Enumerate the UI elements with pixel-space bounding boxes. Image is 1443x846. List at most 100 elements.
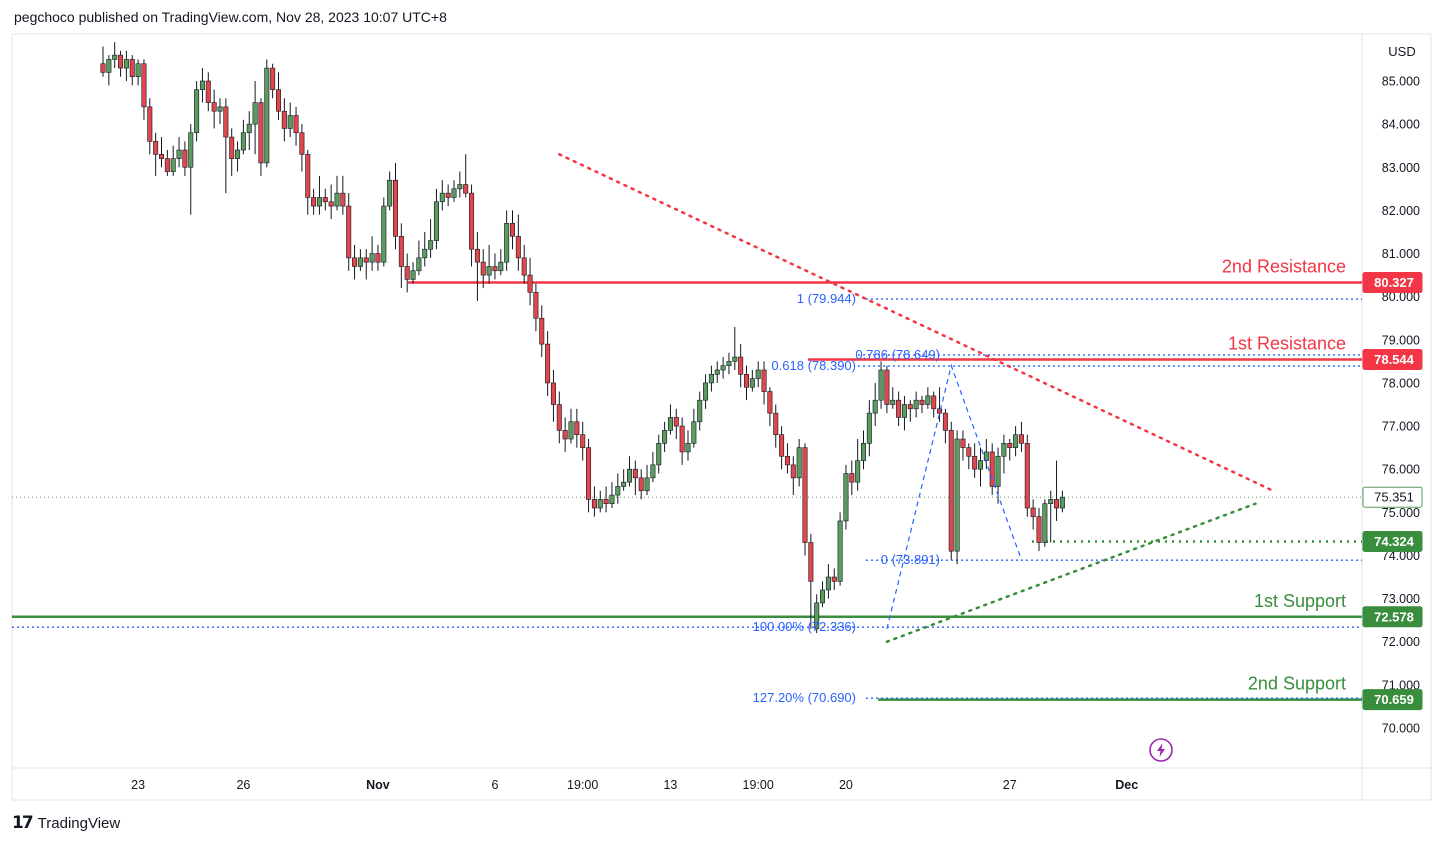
candle-up xyxy=(983,451,989,461)
candle-down xyxy=(802,447,808,543)
candle-up xyxy=(428,240,434,250)
price-tick-label: 85.000 xyxy=(1382,75,1420,89)
candle-down xyxy=(533,292,539,319)
support-label: 1st Support xyxy=(1254,591,1346,611)
currency-label[interactable]: USD xyxy=(1388,44,1416,59)
price-tick-label: 84.000 xyxy=(1382,118,1420,132)
candle-down xyxy=(305,154,311,198)
candle-down xyxy=(182,149,188,168)
candle-down xyxy=(1054,499,1060,509)
candle-up xyxy=(855,460,861,483)
price-tick-label: 73.000 xyxy=(1382,592,1420,606)
price-tag-label: 78.544 xyxy=(1374,352,1415,367)
candle-down xyxy=(527,274,533,293)
time-axis[interactable]: 23 26 Nov 6 19:00 13 19:00 20 27 Dec xyxy=(131,778,1138,792)
candle-up xyxy=(410,270,416,280)
time-tick-label: 26 xyxy=(236,778,250,792)
candle-down xyxy=(392,179,398,237)
candle-down xyxy=(603,499,609,505)
candle-down xyxy=(346,205,352,259)
candle-up xyxy=(422,248,428,259)
lightning-icon[interactable] xyxy=(1149,738,1173,762)
candle-up xyxy=(246,123,252,134)
candle-down xyxy=(1007,443,1013,448)
candle-up xyxy=(621,481,627,487)
time-tick-label: Nov xyxy=(366,778,390,792)
candle-down xyxy=(784,455,790,466)
candle-up xyxy=(433,201,439,241)
candle-down xyxy=(258,102,264,164)
time-tick-label: Dec xyxy=(1115,778,1138,792)
candle-up xyxy=(662,430,668,444)
candle-up xyxy=(451,188,457,198)
price-tag-label: 80.327 xyxy=(1374,275,1414,290)
candle-up xyxy=(796,447,802,479)
candle-up xyxy=(925,395,931,405)
candle-up xyxy=(755,369,761,379)
candle-down xyxy=(550,382,556,405)
tradingview-logo-icon: 17 xyxy=(12,813,34,833)
candle-down xyxy=(229,136,235,159)
price-tag-label: 72.578 xyxy=(1374,609,1414,624)
candle-down xyxy=(919,399,925,405)
candle-up xyxy=(252,102,258,125)
candle-up xyxy=(656,443,662,466)
fib-label: 0.786 (78.649) xyxy=(855,347,940,362)
candle-down xyxy=(363,257,369,263)
candle-up xyxy=(626,468,632,483)
candle-down xyxy=(808,542,814,582)
candle-down xyxy=(948,430,954,552)
price-tag xyxy=(1362,606,1423,628)
fib-label: 100.00% (72.336) xyxy=(753,619,856,634)
candle-down xyxy=(328,201,334,207)
price-tag xyxy=(1362,530,1423,552)
price-tag-label: 75.351 xyxy=(1374,490,1414,505)
candle-up xyxy=(901,404,907,418)
candle-down xyxy=(896,399,902,418)
candle-up xyxy=(814,602,820,630)
fib-label: 1 (79.944) xyxy=(797,291,856,306)
candle-down xyxy=(989,451,995,487)
candle-up xyxy=(457,184,463,190)
candle-down xyxy=(972,455,978,470)
price-tag xyxy=(1362,272,1423,294)
candle-up xyxy=(369,253,375,263)
candle-up xyxy=(1048,499,1054,505)
tradingview-footer[interactable]: 17 TradingView xyxy=(12,813,120,833)
candle-down xyxy=(1030,507,1036,517)
candle-up xyxy=(691,421,697,444)
fib-label: 127.20% (70.690) xyxy=(753,690,856,705)
candle-down xyxy=(375,253,381,263)
candle-down xyxy=(761,369,767,392)
candle-up xyxy=(199,80,205,90)
candle-down xyxy=(966,447,972,457)
candle-down xyxy=(211,102,217,112)
candle-up xyxy=(843,473,849,522)
candle-down xyxy=(352,257,358,267)
candle-down xyxy=(790,464,796,479)
candle-down xyxy=(849,473,855,483)
candle-down xyxy=(270,67,276,90)
price-tick-label: 77.000 xyxy=(1382,420,1420,434)
candle-down xyxy=(539,317,545,345)
candle-up xyxy=(112,54,118,60)
candle-up xyxy=(135,63,141,77)
candle-down xyxy=(118,54,124,69)
candle-up xyxy=(913,399,919,410)
candle-up xyxy=(820,589,826,604)
candle-down xyxy=(463,184,469,194)
price-tick-label: 82.000 xyxy=(1382,204,1420,218)
candle-down xyxy=(1024,443,1030,509)
candle-up xyxy=(498,261,504,272)
candle-up xyxy=(287,115,293,129)
price-axis[interactable]: 70.000 71.000 72.000 73.000 74.000 75.000 76.0… xyxy=(1382,75,1420,736)
candle-down xyxy=(322,197,328,203)
candle-up xyxy=(106,59,112,73)
price-tick-label: 80.000 xyxy=(1382,290,1420,304)
candle-down xyxy=(779,434,785,457)
candle-down xyxy=(580,434,586,448)
candle-down xyxy=(147,106,153,142)
candle-down xyxy=(492,266,498,272)
price-tick-label: 83.000 xyxy=(1382,161,1420,175)
